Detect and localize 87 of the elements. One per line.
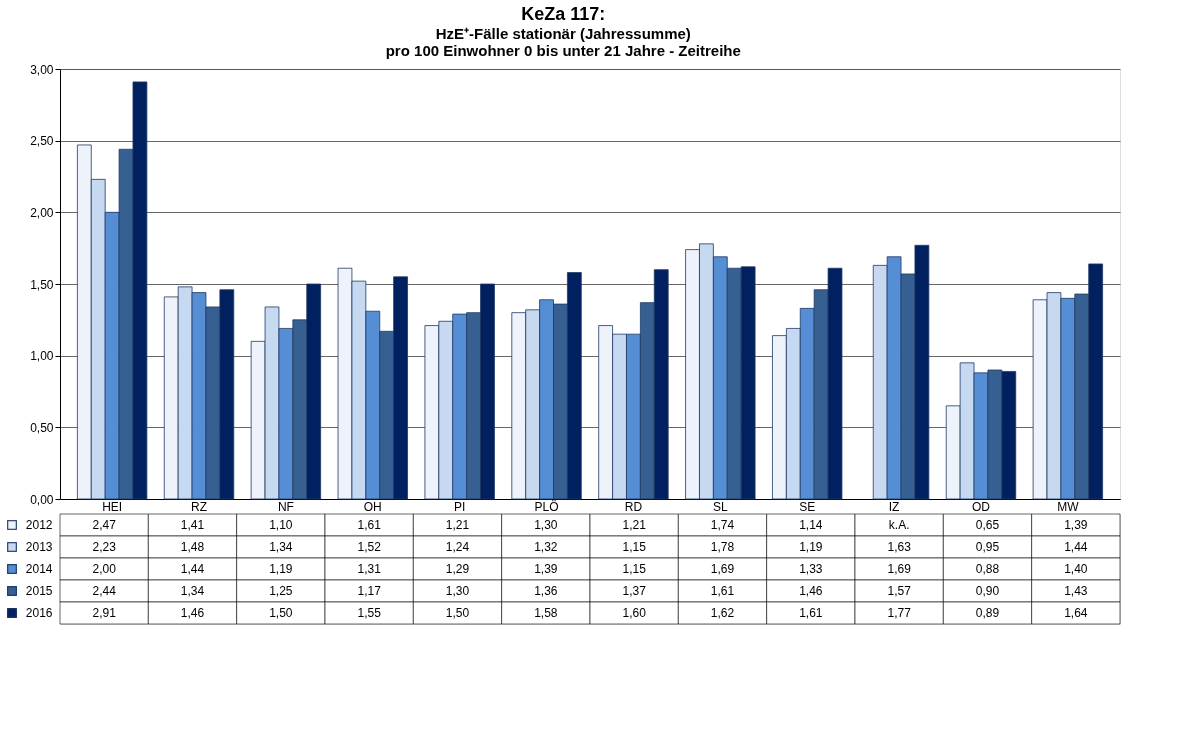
data-label: 1,69: [887, 562, 912, 576]
data-label: 1,61: [357, 518, 382, 532]
data-label: 1,40: [1064, 562, 1088, 576]
data-label: 1,34: [180, 584, 205, 598]
y-tick-label: 0,00: [30, 492, 54, 507]
data-label: 1,39: [1064, 518, 1088, 532]
x-tick-label: OH: [363, 499, 382, 514]
y-tick-label: 2,50: [30, 134, 54, 149]
data-label: 1,17: [357, 584, 382, 598]
data-label: 2,44: [92, 584, 117, 598]
data-label: 1,15: [622, 540, 647, 554]
data-label: 1,19: [799, 540, 823, 554]
data-label: 1,63: [887, 540, 912, 554]
data-label: 1,58: [534, 606, 558, 620]
data-label: 1,10: [269, 518, 293, 532]
x-tick-label: SL: [712, 499, 728, 514]
data-label: 2,00: [92, 562, 117, 576]
data-label: 1,39: [534, 562, 558, 576]
data-label: 1,52: [357, 540, 382, 554]
data-label: 0,95: [975, 540, 1000, 554]
data-label: 1,50: [445, 606, 470, 620]
data-label: 1,14: [799, 518, 823, 532]
data-label: 1,41: [180, 518, 205, 532]
data-label: 1,37: [622, 584, 647, 598]
x-tick-label: MW: [1057, 499, 1080, 514]
data-label: 1,32: [534, 540, 558, 554]
x-tick-label: PLÖ: [534, 499, 559, 514]
data-label: 1,50: [269, 606, 293, 620]
data-label: 1,21: [445, 518, 470, 532]
data-label: 1,44: [1064, 540, 1088, 554]
data-label: 1,77: [887, 606, 912, 620]
legend-label: 2014: [25, 562, 53, 576]
y-tick-label: 3,00: [30, 62, 54, 77]
data-label: 1,29: [445, 562, 470, 576]
data-label: 0,89: [975, 606, 1000, 620]
data-label: 1,74: [710, 518, 735, 532]
x-tick-label: OD: [971, 499, 991, 514]
data-label: 1,64: [1064, 606, 1088, 620]
chart-title: KeZa 117:: [521, 3, 606, 24]
legend-label: 2013: [25, 540, 53, 554]
legend-label: 2015: [25, 584, 53, 598]
data-label: 0,90: [975, 584, 1000, 598]
y-tick-label: 1,50: [30, 277, 54, 292]
data-label: 0,65: [975, 518, 1000, 532]
data-label: 1,61: [710, 584, 735, 598]
data-label: 1,31: [357, 562, 382, 576]
data-label: 0,88: [975, 562, 1000, 576]
y-tick-label: 1,00: [30, 349, 54, 364]
data-label: 1,46: [180, 606, 205, 620]
data-label: 1,21: [622, 518, 647, 532]
data-label: 1,24: [445, 540, 470, 554]
data-label: 2,47: [92, 518, 117, 532]
x-tick-label: IZ: [888, 499, 900, 514]
x-tick-label: SE: [799, 499, 816, 514]
data-label: 1,44: [180, 562, 205, 576]
text: pro 100 Einwohner 0 bis unter 21 Jahre - Zeitreihe: [385, 41, 741, 59]
data-label: 1,69: [710, 562, 735, 576]
y-tick-label: 0,50: [30, 420, 54, 435]
legend-label: 2012: [25, 518, 53, 532]
y-tick-label: 2,00: [30, 205, 54, 220]
text: HzE⁺-Fälle stationär (Jahressumme): [435, 24, 691, 42]
data-label: 1,30: [445, 584, 470, 598]
data-label: 1,61: [799, 606, 823, 620]
data-label: 1,15: [622, 562, 647, 576]
data-label: 1,78: [710, 540, 735, 554]
data-label: 1,46: [799, 584, 823, 598]
text: k.A.: [888, 518, 910, 532]
data-label: 1,30: [534, 518, 558, 532]
data-label: 1,43: [1064, 584, 1088, 598]
x-tick-label: HEI: [102, 499, 123, 514]
x-tick-label: PI: [454, 499, 466, 514]
data-label: 1,60: [622, 606, 647, 620]
data-label: 1,62: [710, 606, 735, 620]
x-tick-label: NF: [277, 499, 294, 514]
data-label: 2,23: [92, 540, 117, 554]
data-label: 1,57: [887, 584, 912, 598]
data-label: 1,55: [357, 606, 382, 620]
data-label: 1,36: [534, 584, 558, 598]
data-label: 1,33: [799, 562, 823, 576]
x-tick-label: RZ: [191, 499, 208, 514]
data-label: 1,19: [269, 562, 293, 576]
x-tick-label: RD: [624, 499, 643, 514]
data-label: 2,91: [92, 606, 117, 620]
data-label: 1,25: [269, 584, 293, 598]
legend-label: 2016: [25, 606, 53, 620]
data-label: 1,34: [269, 540, 293, 554]
data-label: 1,48: [180, 540, 205, 554]
